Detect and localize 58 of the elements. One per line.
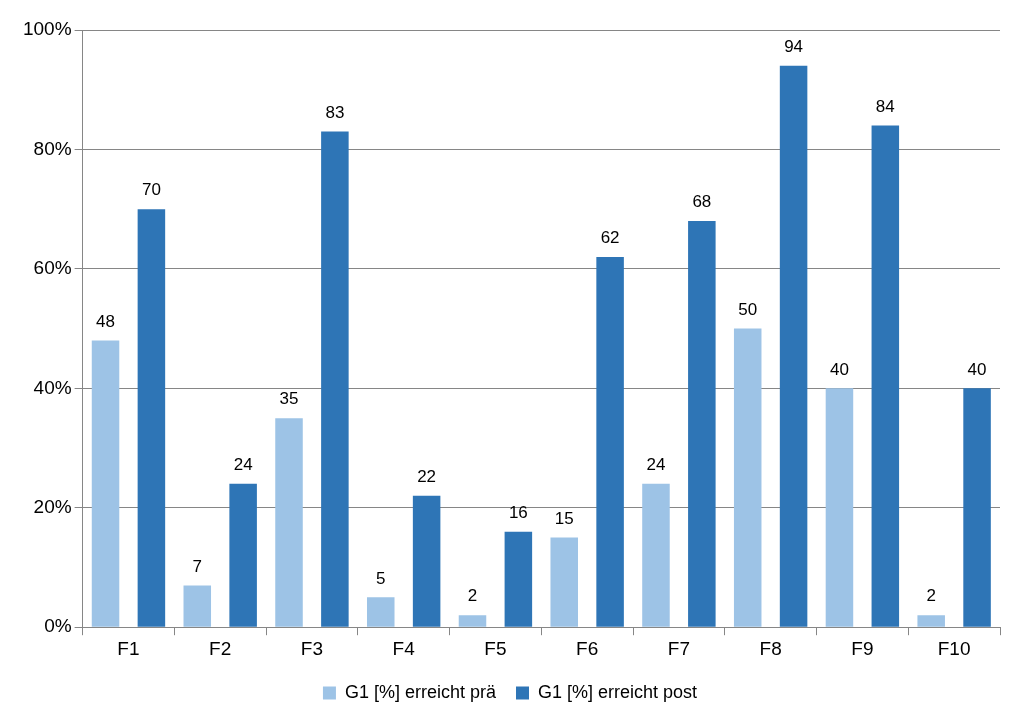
x-tick-label: F6	[576, 637, 599, 659]
x-tick-label: F4	[392, 637, 416, 659]
y-tick-label: 0%	[44, 615, 72, 637]
data-label: 40	[967, 359, 987, 379]
data-label: 70	[141, 180, 161, 200]
x-tick-label: F2	[209, 637, 232, 659]
y-tick-label: 100%	[22, 18, 72, 40]
bar	[963, 388, 991, 627]
bar	[321, 131, 349, 627]
bar	[688, 221, 716, 627]
data-label: 35	[279, 389, 299, 409]
bar	[504, 531, 533, 627]
data-label: 48	[96, 311, 115, 331]
bar	[91, 340, 120, 627]
y-tick-label: 40%	[33, 376, 72, 398]
bar	[642, 483, 670, 627]
y-tick-label: 20%	[33, 495, 72, 517]
data-label: 2	[926, 586, 936, 606]
data-label: 15	[554, 508, 574, 528]
bar	[596, 256, 624, 627]
bar	[458, 615, 487, 627]
data-label: 40	[829, 359, 849, 379]
data-label: 22	[417, 467, 437, 486]
bar	[733, 328, 762, 627]
bar	[871, 125, 900, 627]
data-label: 83	[325, 102, 345, 122]
bar	[412, 495, 441, 627]
data-label: 16	[508, 502, 528, 522]
bar	[137, 209, 166, 627]
data-label: 2	[467, 586, 478, 606]
bar	[825, 388, 854, 627]
bar	[275, 418, 303, 627]
data-label: 24	[646, 455, 666, 475]
data-label: 94	[784, 37, 804, 57]
bar	[550, 537, 578, 627]
data-label: 68	[692, 192, 712, 212]
x-tick-label: F9	[851, 637, 874, 659]
data-label: 7	[192, 556, 202, 576]
data-label: 50	[738, 299, 758, 319]
legend-label: G1 [%] erreicht prä	[344, 681, 497, 702]
x-tick-label: F8	[759, 637, 782, 659]
x-tick-label: F5	[484, 637, 507, 659]
data-label: 24	[233, 455, 253, 475]
x-tick-label: F1	[117, 637, 140, 659]
x-tick-label: F3	[300, 637, 324, 659]
bar	[229, 483, 257, 627]
x-tick-label: F7	[667, 637, 690, 659]
y-tick-label: 80%	[33, 137, 72, 159]
bar	[779, 65, 808, 627]
data-label: 84	[875, 96, 895, 116]
bar	[917, 615, 945, 627]
data-label: 62	[600, 228, 620, 248]
x-tick-label: F10	[937, 637, 971, 659]
y-tick-label: 60%	[33, 257, 72, 279]
bar	[183, 585, 212, 627]
data-label: 5	[376, 568, 386, 588]
bar	[366, 597, 395, 627]
legend-label: G1 [%] erreicht post	[538, 681, 698, 702]
